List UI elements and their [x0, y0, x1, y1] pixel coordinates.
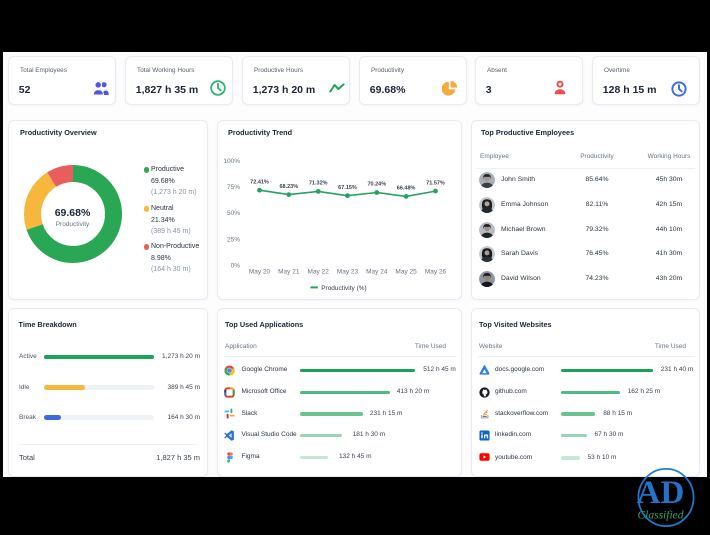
svg-text:May 21: May 21	[278, 269, 300, 276]
svg-text:66.48%: 66.48%	[397, 186, 416, 192]
svg-text:25%: 25%	[227, 236, 240, 243]
svg-text:May 20: May 20	[249, 269, 271, 276]
svg-text:Classified: Classified	[637, 510, 683, 522]
svg-text:May 24: May 24	[366, 269, 388, 276]
svg-text:50%: 50%	[227, 210, 240, 217]
svg-text:0%: 0%	[231, 262, 241, 269]
svg-text:71.57%: 71.57%	[426, 180, 445, 186]
svg-text:May 25: May 25	[395, 269, 417, 276]
svg-text:70.24%: 70.24%	[367, 182, 386, 188]
svg-text:May 22: May 22	[308, 269, 330, 276]
svg-text:May 26: May 26	[425, 269, 447, 276]
svg-text:Productivity (%): Productivity (%)	[321, 285, 367, 292]
svg-text:68.23%: 68.23%	[279, 184, 298, 190]
svg-text:May 23: May 23	[337, 269, 359, 276]
svg-text:72.41%: 72.41%	[250, 179, 269, 185]
svg-text:75%: 75%	[227, 184, 240, 191]
svg-text:AD: AD	[637, 475, 685, 511]
svg-text:67.15%: 67.15%	[338, 185, 357, 191]
svg-text:100%: 100%	[223, 158, 240, 165]
svg-text:71.32%: 71.32%	[309, 181, 328, 187]
